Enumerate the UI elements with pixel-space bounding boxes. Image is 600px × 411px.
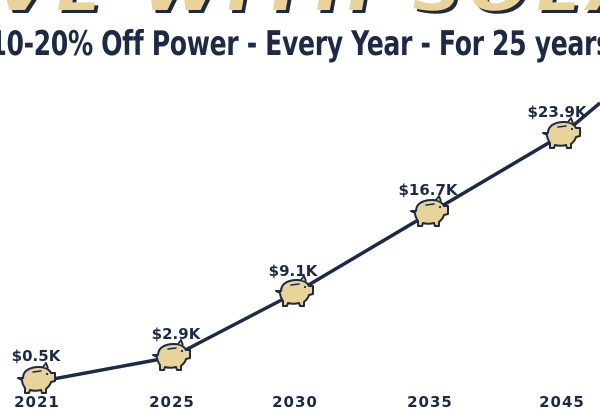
piggy-bank-icon [152,339,191,371]
x-tick-label: 2025 [149,393,195,411]
subtitle-banner: 10-20% Off Power - Every Year - For 25 y… [0,24,600,68]
savings-line [36,101,600,384]
data-label: $0.5K [11,347,61,365]
x-tick-label: 2035 [407,393,453,411]
line-chart [17,101,600,394]
x-tick-label: 2045 [539,393,585,411]
data-label: $2.9K [151,325,201,343]
x-tick-label: 2021 [14,393,60,411]
piggy-bank-icon [17,362,56,394]
data-label: $16.7K [398,181,458,199]
chart-subtitle: 10-20% Off Power - Every Year - For 25 y… [0,24,600,64]
data-label: $9.1K [268,262,318,280]
x-tick-label: 2030 [272,393,318,411]
data-label: $23.9K [527,103,587,121]
